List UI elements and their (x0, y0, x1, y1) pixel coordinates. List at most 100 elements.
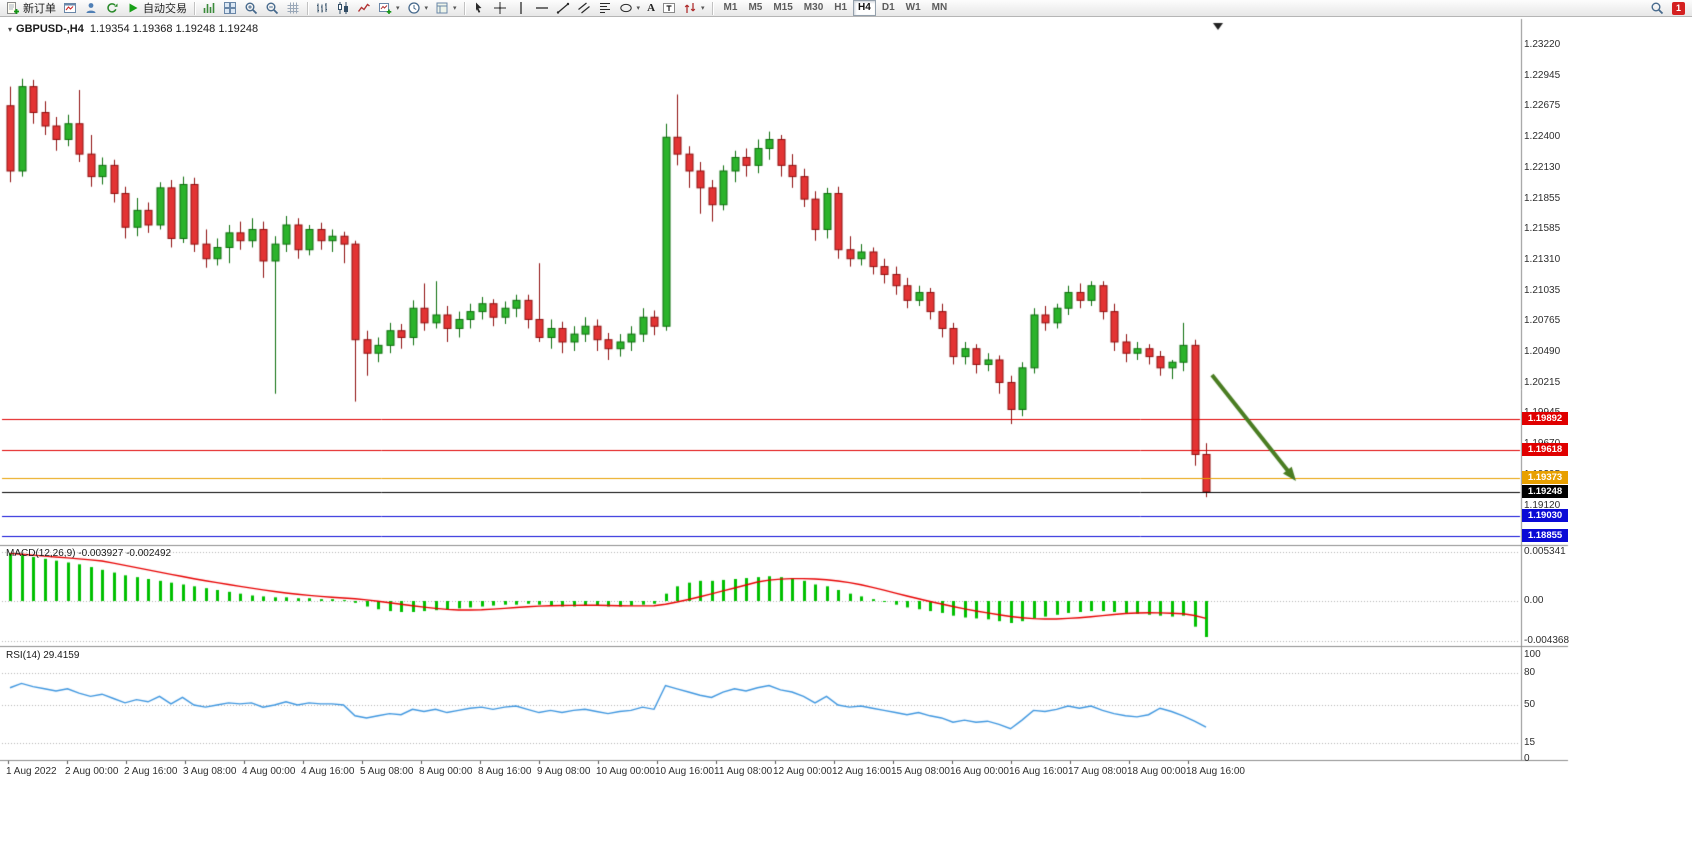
candlestick-chart-button[interactable] (333, 0, 353, 16)
grid-button[interactable] (283, 0, 303, 16)
new-chart-icon (378, 1, 392, 15)
charts-button[interactable] (60, 0, 80, 16)
channel-button[interactable] (574, 0, 594, 16)
crosshair-button[interactable] (490, 0, 510, 16)
new-order-button[interactable]: 新订单 (3, 0, 59, 16)
refresh-button[interactable] (102, 0, 122, 16)
ohlc-values: 1.19354 1.19368 1.19248 1.19248 (89, 23, 259, 35)
symbol-ohlc-label: ▾ GBPUSD-,H4 1.19354 1.19368 1.19248 1.192… (8, 23, 258, 35)
price-axis-tick: 1.22400 (1524, 131, 1561, 143)
fibonacci-button[interactable] (595, 0, 615, 16)
auto-trading-label: 自动交易 (143, 3, 187, 15)
macd-values: -0.003927 -0.002492 (78, 548, 172, 559)
templates-button[interactable]: ▾ (432, 0, 460, 16)
zoom-in-button[interactable] (241, 0, 261, 16)
tile-windows-button[interactable] (220, 0, 240, 16)
rsi-indicator-label: RSI(14) 29.4159 (6, 650, 79, 661)
arrows-button[interactable]: ▾ (680, 0, 708, 16)
new-order-icon (6, 1, 20, 15)
time-axis-tick: 9 Aug 08:00 (537, 766, 591, 777)
notification-badge[interactable]: 1 (1672, 1, 1685, 15)
main-toolbar: 新订单 自动交易 ▾ ▾ ▾ ▾ A ▾ M1 M5 M15 M30 H1 H4 D1 W1 M… (0, 0, 1692, 17)
text-label-button[interactable] (659, 0, 679, 16)
line-chart-button[interactable] (354, 0, 374, 16)
timeframe-D1-button[interactable]: D1 (877, 0, 900, 16)
time-axis-tick: 10 Aug 16:00 (655, 766, 714, 777)
line-chart-icon (357, 1, 371, 15)
timeframe-H4-button[interactable]: H4 (853, 0, 876, 16)
price-axis-tick: 1.22945 (1524, 69, 1561, 81)
time-axis-tick: 15 Aug 08:00 (891, 766, 950, 777)
one-click-trading-toggle-icon[interactable]: ▾ (8, 25, 13, 34)
vertical-line-button[interactable] (511, 0, 531, 16)
dropdown-caret-icon: ▾ (396, 5, 400, 12)
dropdown-caret-icon: ▾ (701, 5, 705, 12)
indicators-icon (202, 1, 216, 15)
price-axis-tick: 1.22675 (1524, 100, 1561, 112)
macd-axis-tick: 0.00 (1524, 595, 1544, 606)
grid-icon (286, 1, 300, 15)
price-axis-tick: 1.20490 (1524, 346, 1561, 358)
indicators-button[interactable] (199, 0, 219, 16)
rsi-axis-tick: 15 (1524, 736, 1536, 748)
time-axis-tick: 10 Aug 00:00 (596, 766, 655, 777)
cursor-icon (472, 1, 486, 15)
trendline-icon (556, 1, 570, 15)
price-axis-tick: 1.23220 (1524, 39, 1561, 50)
dropdown-caret-icon: ▾ (453, 5, 457, 12)
toolbar-separator (463, 1, 465, 15)
horizontal-line-button[interactable] (532, 0, 552, 16)
bar-chart-button[interactable] (312, 0, 332, 16)
time-axis-tick: 16 Aug 00:00 (950, 766, 1009, 777)
rsi-axis-tick: 50 (1524, 699, 1536, 710)
search-icon (1650, 1, 1664, 15)
rsi-axis-tick: 80 (1524, 666, 1536, 678)
timeframe-MN-button[interactable]: MN (927, 0, 953, 16)
text-button[interactable]: A (644, 0, 658, 16)
toolbar-separator (711, 1, 713, 15)
symbol-name: GBPUSD-,H4 (16, 23, 84, 35)
price-axis-tick: 1.22130 (1524, 161, 1561, 173)
text-icon: A (647, 2, 656, 14)
new-chart-button[interactable]: ▾ (375, 0, 403, 16)
macd-name: MACD(12,26,9) (6, 548, 76, 559)
time-axis-tick: 12 Aug 16:00 (832, 766, 891, 777)
timeframe-M1-button[interactable]: M1 (719, 0, 743, 16)
rsi-value: 29.4159 (43, 650, 80, 661)
auto-trading-button[interactable]: 自动交易 (123, 0, 190, 16)
toolbar-separator (194, 1, 195, 15)
price-tag-1.19892: 1.19892 (1522, 412, 1568, 426)
trendline-button[interactable] (553, 0, 573, 16)
time-axis-tick: 4 Aug 16:00 (301, 766, 355, 777)
price-axis-tick: 1.21585 (1524, 222, 1561, 234)
rsi-name: RSI(14) (6, 650, 41, 661)
cursor-button[interactable] (469, 0, 489, 16)
price-axis-tick: 1.19120 (1524, 500, 1561, 512)
timeframe-M15-button[interactable]: M15 (768, 0, 797, 16)
time-axis-tick: 17 Aug 08:00 (1068, 766, 1127, 777)
timeframe-H1-button[interactable]: H1 (829, 0, 852, 16)
templates-icon (435, 1, 449, 15)
search-button[interactable] (1647, 0, 1667, 16)
timeframe-W1-button[interactable]: W1 (901, 0, 926, 16)
shapes-button[interactable]: ▾ (616, 0, 644, 16)
tile-windows-icon (223, 1, 237, 15)
timeframe-M30-button[interactable]: M30 (799, 0, 828, 16)
toolbar-separator (307, 1, 308, 15)
crosshair-icon (493, 1, 507, 15)
profiles-button[interactable] (81, 0, 101, 16)
time-axis-tick: 12 Aug 00:00 (773, 766, 832, 777)
price-tag-1.19248: 1.19248 (1522, 484, 1568, 498)
zoom-out-button[interactable] (262, 0, 282, 16)
arrows-icon (683, 1, 697, 15)
shapes-icon (619, 1, 633, 15)
timeframe-M5-button[interactable]: M5 (743, 0, 767, 16)
chart-canvas[interactable] (0, 17, 1692, 843)
periods-button[interactable]: ▾ (404, 0, 432, 16)
price-tag-1.19030: 1.19030 (1522, 509, 1568, 523)
new-order-label: 新订单 (23, 3, 56, 15)
rsi-axis-tick: 0 (1524, 753, 1530, 764)
time-axis-tick: 4 Aug 00:00 (242, 766, 296, 777)
time-axis-tick: 2 Aug 16:00 (124, 766, 178, 777)
vertical-line-icon (514, 1, 528, 15)
